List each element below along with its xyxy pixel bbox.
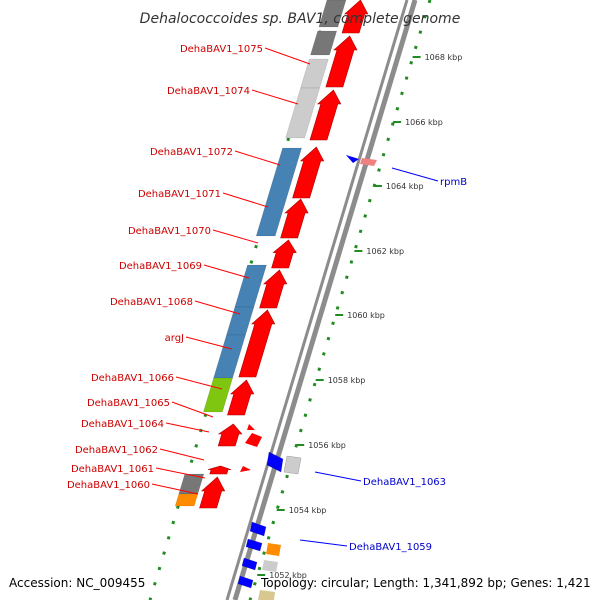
forward-gene-label: DehaBAV1_1066 (91, 373, 174, 384)
kbp-tick-label: 1062 kbp (366, 247, 404, 256)
genome-backbone-outer (232, 0, 418, 600)
cog-block-light-gray (300, 58, 329, 89)
forward-gene-label: DehaBAV1_1071 (138, 189, 221, 200)
forward-gene-arrow (280, 198, 309, 239)
forward-gene-label: DehaBAV1_1075 (180, 44, 263, 55)
reverse-label-leader (391, 167, 439, 182)
forward-label-leader (203, 264, 250, 279)
gene-features (174, 0, 377, 600)
forward-gene-label: argJ (165, 333, 184, 344)
kbp-tick-label: 1064 kbp (386, 182, 424, 191)
cog-block-green (202, 377, 234, 413)
reverse-gene-arrow (266, 451, 284, 473)
forward-gene-label: DehaBAV1_1069 (119, 261, 202, 272)
reverse-gene-block (258, 590, 275, 600)
kbp-tick-label: 1068 kbp (425, 53, 463, 62)
forward-gene-arrow (309, 89, 342, 141)
forward-gene-arrow (271, 239, 297, 269)
map-title: Dehalococcoides sp. BAV1, complete genom… (140, 11, 461, 27)
forward-gene-label: DehaBAV1_1068 (110, 297, 193, 308)
genome-tracks: 1068 kbp 1066 kbp 1064 kbp 1062 kbp 1060 kbp… (148, 0, 463, 600)
forward-gene-arrow (227, 379, 255, 416)
cog-block-orange (174, 493, 199, 507)
reverse-label-leader (314, 471, 362, 482)
reverse-gene-block (266, 543, 281, 556)
kbp-tick-label: 1058 kbp (328, 376, 366, 385)
cog-block-dark-gray (318, 0, 347, 28)
forward-gene-arrow (292, 146, 325, 199)
reverse-gene-arrow (346, 155, 359, 163)
forward-label-leader (234, 150, 281, 166)
forward-label-leader (155, 467, 206, 479)
topology-text: Topology: circular; Length: 1,341,892 bp… (260, 576, 591, 590)
kbp-tick-label: 1054 kbp (289, 506, 327, 515)
forward-gene-label: DehaBAV1_1074 (167, 86, 250, 97)
kbp-tick-label: 1060 kbp (347, 311, 385, 320)
cog-block-dark-gray (310, 30, 338, 56)
forward-gene-arrow (217, 423, 243, 447)
reverse-gene-block (262, 560, 278, 572)
forward-label-leader (171, 401, 214, 418)
forward-gene-arrow (259, 269, 288, 309)
cog-block-light-gray (285, 87, 321, 139)
kbp-tick-label: 1066 kbp (405, 118, 443, 127)
forward-label-leader (165, 422, 210, 433)
kbp-tick-label: 1052 kbp (269, 571, 307, 580)
forward-gene-arrow (341, 0, 369, 34)
forward-gene-label: DehaBAV1_1064 (81, 419, 164, 430)
forward-gene-label: DehaBAV1_1061 (71, 464, 154, 475)
reverse-gene-block (360, 158, 377, 166)
forward-gene-arrow (240, 466, 251, 472)
forward-gene-arrow (238, 309, 276, 378)
reverse-gene-arrow (245, 538, 263, 552)
reverse-gene-arrow (249, 521, 267, 537)
forward-gene-label: DehaBAV1_1072 (150, 147, 233, 158)
genome-backbone-inner (225, 0, 409, 600)
cog-block-steel-blue (255, 147, 303, 237)
forward-gene-label: DehaBAV1_1062 (75, 445, 158, 456)
gene-labels: DehaBAV1_1075 DehaBAV1_1074 DehaBAV1_1072 D… (67, 44, 467, 553)
kbp-tick-label: 1056 kbp (308, 441, 346, 450)
forward-label-leader (151, 483, 199, 495)
forward-label-leader (264, 47, 311, 65)
forward-gene-arrow (247, 424, 255, 430)
reverse-gene-arrow (237, 575, 254, 589)
forward-label-leader (212, 229, 259, 244)
reverse-label-leader (299, 539, 348, 547)
reverse-gene-label: DehaBAV1_1063 (363, 477, 446, 488)
accession-text: Accession: NC_009455 (9, 576, 145, 590)
forward-label-leader (185, 336, 233, 350)
reverse-gene-label: DehaBAV1_1059 (349, 542, 432, 553)
forward-label-leader (175, 376, 223, 390)
forward-gene-arrow (245, 433, 262, 447)
reverse-gene-label: rpmB (440, 177, 467, 188)
forward-label-leader (194, 300, 241, 315)
forward-gene-label: DehaBAV1_1060 (67, 480, 150, 491)
forward-gene-arrow (325, 35, 358, 88)
forward-gene-arrow (199, 476, 226, 509)
reverse-gene-arrow (241, 557, 258, 571)
forward-label-leader (251, 89, 299, 105)
forward-gene-arrow (208, 465, 232, 475)
forward-label-leader (222, 192, 269, 208)
forward-gene-label: DehaBAV1_1070 (128, 226, 211, 237)
reverse-gene-block (283, 455, 302, 475)
forward-label-leader (159, 448, 205, 461)
forward-gene-label: DehaBAV1_1065 (87, 398, 170, 409)
